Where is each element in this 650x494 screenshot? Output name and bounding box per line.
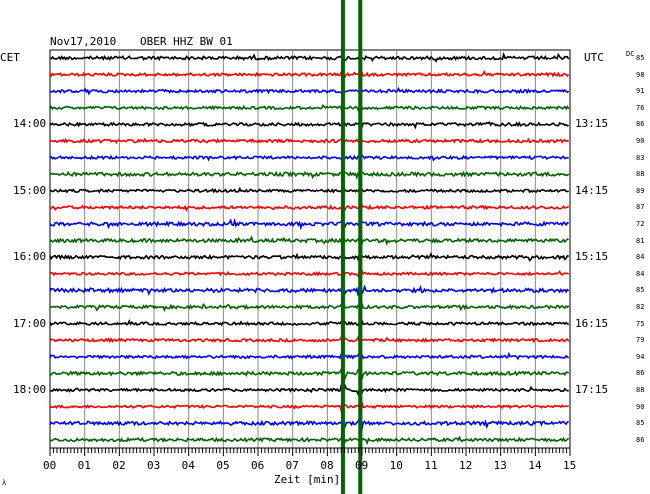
x-tick-label: 01 — [77, 459, 91, 472]
trace-13 — [49, 252, 570, 264]
left-hour-label: 16:00 — [13, 250, 47, 264]
x-tick-label: 12 — [459, 459, 473, 472]
traces — [49, 51, 570, 446]
dc-value: 88 — [636, 170, 645, 179]
x-tick-label: 05 — [216, 459, 230, 472]
trace-18 — [49, 335, 570, 344]
date-label: Nov17,2010 — [50, 35, 117, 48]
dc-value: 83 — [636, 153, 645, 162]
dc-value: 87 — [636, 203, 645, 212]
corner-mark: λ — [2, 479, 7, 487]
dc-value: 81 — [636, 236, 645, 245]
left-hour-label: 14:00 — [13, 117, 47, 131]
dc-value: 85 — [636, 54, 645, 62]
trace-5 — [49, 120, 569, 130]
trace-20 — [49, 366, 570, 381]
dc-value: 94 — [636, 352, 645, 361]
x-tick-label: 04 — [181, 459, 195, 472]
right-hour-label: 17:15 — [575, 383, 609, 396]
left-hour-label: 15:00 — [13, 183, 47, 197]
x-tick-label: 02 — [112, 459, 126, 472]
trace-10 — [49, 203, 570, 213]
trace-16 — [49, 300, 570, 313]
x-tick-label: 09 — [355, 459, 369, 472]
trace-6 — [49, 137, 569, 145]
x-axis-label: Zeit [min] — [274, 473, 341, 486]
left-timezone-label: CET — [0, 51, 20, 64]
x-tick-label: 03 — [147, 459, 161, 472]
dc-value: 85 — [636, 419, 645, 428]
x-tick-label: 13 — [493, 459, 507, 472]
dc-value: 90 — [636, 402, 645, 411]
dc-value: 76 — [636, 103, 645, 112]
dc-header-label: DC — [626, 50, 635, 58]
dc-value: 86 — [636, 369, 645, 378]
dc-value: 79 — [636, 336, 645, 345]
x-axis — [49, 447, 571, 456]
dc-value: 84 — [636, 253, 645, 262]
dc-value: 91 — [636, 87, 645, 96]
dc-value: 75 — [636, 319, 645, 328]
trace-3 — [49, 86, 570, 96]
trace-21 — [49, 383, 569, 397]
right-hour-label: 15:15 — [575, 250, 609, 264]
trace-17 — [49, 318, 570, 328]
trace-19 — [49, 350, 570, 361]
dc-value: 84 — [636, 269, 645, 278]
x-tick-label: 08 — [320, 459, 334, 472]
trace-15 — [49, 284, 570, 297]
x-tick-label: 07 — [285, 459, 299, 472]
trace-24 — [49, 435, 570, 446]
trace-22 — [49, 400, 570, 413]
left-hour-label: 18:00 — [13, 383, 47, 396]
x-tick-label: 11 — [424, 459, 438, 472]
station-label: OBER HHZ BW 01 — [140, 35, 233, 48]
trace-12 — [49, 235, 569, 246]
x-tick-label: 14 — [528, 459, 542, 472]
trace-14 — [49, 268, 570, 281]
dc-value: 86 — [636, 435, 645, 444]
dc-value: 98 — [636, 70, 645, 79]
right-hour-label: 16:15 — [575, 316, 609, 330]
trace-7 — [49, 154, 570, 162]
right-hour-label: 13:15 — [575, 117, 609, 131]
right-timezone-label: UTC — [584, 51, 604, 64]
x-tick-label: 06 — [251, 459, 265, 472]
trace-4 — [49, 103, 570, 113]
trace-1 — [49, 51, 570, 63]
x-tick-label: 10 — [389, 459, 403, 472]
trace-8 — [49, 170, 570, 180]
dc-value: 82 — [636, 303, 645, 311]
left-hour-label: 17:00 — [13, 316, 47, 330]
event-markers — [340, 0, 363, 494]
dc-value: 88 — [636, 386, 645, 394]
trace-9 — [49, 183, 569, 194]
dc-value: 89 — [636, 186, 645, 195]
dc-value: 85 — [636, 286, 645, 295]
right-hour-label: 14:15 — [575, 183, 609, 197]
x-tick-label: 15 — [563, 459, 577, 472]
trace-11 — [49, 217, 569, 231]
dc-value: 86 — [636, 120, 645, 129]
x-tick-label: 00 — [43, 459, 57, 472]
trace-2 — [49, 70, 570, 79]
dc-value: 72 — [636, 220, 645, 228]
trace-23 — [49, 415, 569, 432]
dc-value: 90 — [636, 137, 645, 145]
